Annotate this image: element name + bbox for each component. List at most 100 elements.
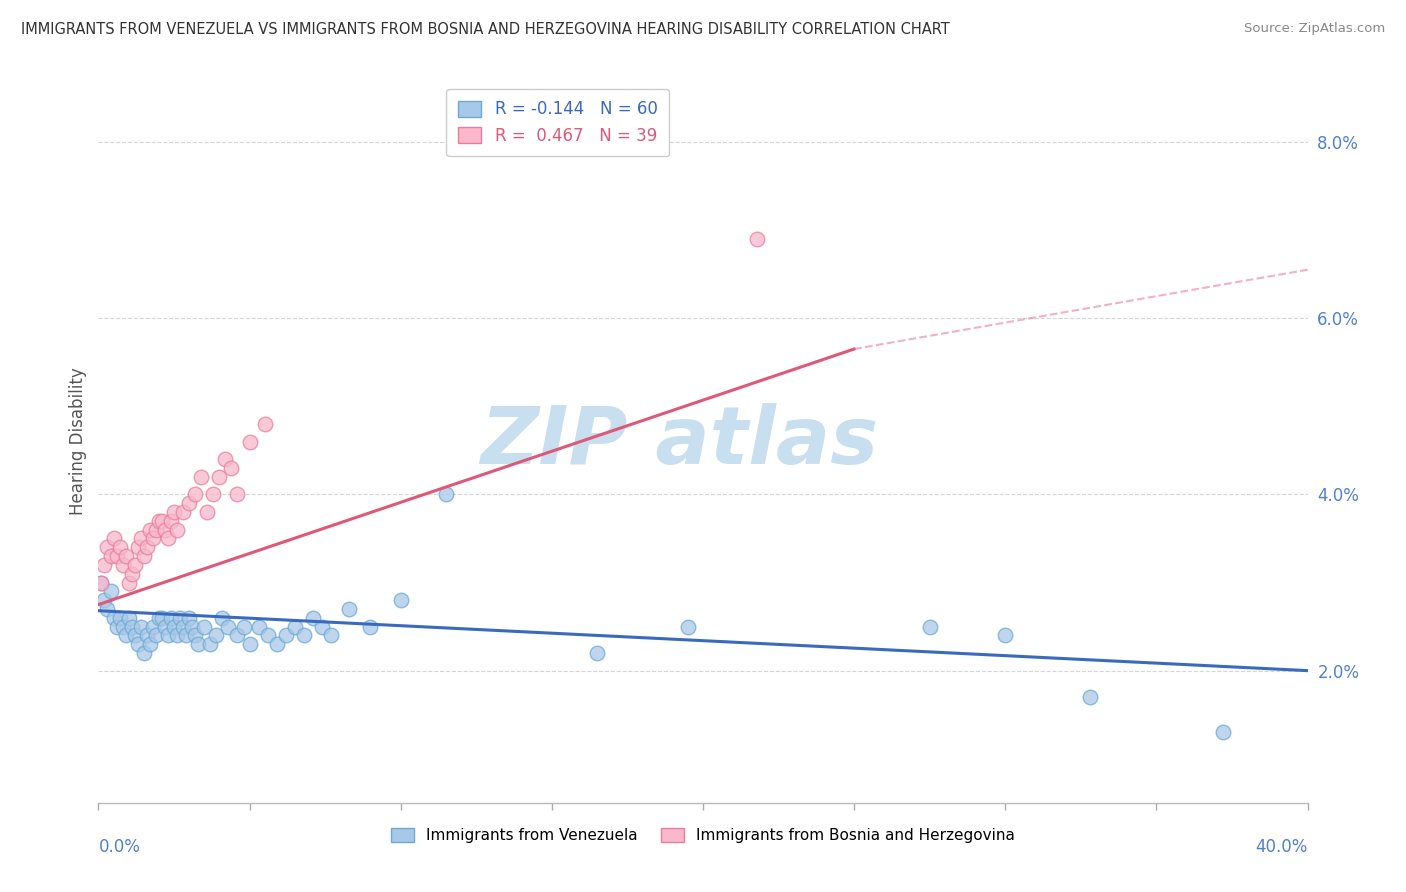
Point [221,461,243,475]
Point [90,575,112,590]
Y-axis label: Hearing Disability: Hearing Disability [69,368,87,516]
Point [172,619,194,633]
Point [292,628,315,642]
Point [184,487,207,501]
Point [160,611,183,625]
Point [142,619,165,633]
Point [93,558,115,572]
Point [676,619,699,633]
Point [266,637,288,651]
Point [200,637,222,651]
Point [135,541,157,555]
Legend: Immigrants from Venezuela, Immigrants from Bosnia and Herzegovina: Immigrants from Venezuela, Immigrants fr… [385,822,1021,849]
Point [129,532,152,546]
Text: ZIP atlas: ZIP atlas [479,402,877,481]
Point [181,619,204,633]
Point [389,593,412,607]
Point [132,646,155,660]
Point [90,575,112,590]
Point [747,232,769,246]
Point [226,487,249,501]
Point [239,434,262,449]
Point [208,470,231,484]
Point [124,628,146,642]
Point [135,628,157,642]
Point [205,628,228,642]
Point [360,619,382,633]
Point [127,637,149,651]
Point [187,637,209,651]
Point [153,523,176,537]
Text: IMMIGRANTS FROM VENEZUELA VS IMMIGRANTS FROM BOSNIA AND HERZEGOVINA HEARING DISA: IMMIGRANTS FROM VENEZUELA VS IMMIGRANTS … [21,22,950,37]
Point [145,523,167,537]
Point [232,619,254,633]
Point [118,575,141,590]
Point [166,628,188,642]
Point [337,602,360,616]
Point [195,505,218,519]
Point [100,584,122,599]
Point [284,619,307,633]
Point [103,532,125,546]
Point [121,619,143,633]
Point [93,593,115,607]
Point [256,628,278,642]
Point [226,628,249,642]
Point [179,496,201,510]
Point [311,619,333,633]
Point [193,619,215,633]
Point [172,505,194,519]
Point [127,541,149,555]
Point [129,619,152,633]
Point [166,523,188,537]
Point [150,514,173,528]
Point [114,549,136,563]
Point [108,611,131,625]
Point [153,619,176,633]
Text: 40.0%: 40.0% [1256,838,1308,856]
Point [111,558,134,572]
Point [118,611,141,625]
Point [139,523,162,537]
Point [148,611,170,625]
Point [202,487,225,501]
Point [239,637,262,651]
Point [434,487,457,501]
Point [174,628,197,642]
Point [145,628,167,642]
Point [142,532,165,546]
Point [217,619,239,633]
Point [105,619,128,633]
Point [124,558,146,572]
Point [100,549,122,563]
Point [163,619,186,633]
Point [184,628,207,642]
Text: Source: ZipAtlas.com: Source: ZipAtlas.com [1244,22,1385,36]
Point [190,470,212,484]
Point [160,514,183,528]
Point [96,602,118,616]
Point [103,611,125,625]
Point [994,628,1017,642]
Point [253,417,276,431]
Point [121,566,143,581]
Point [108,541,131,555]
Point [114,628,136,642]
Point [179,611,201,625]
Point [211,611,233,625]
Point [321,628,343,642]
Point [156,628,179,642]
Point [132,549,155,563]
Point [214,452,236,467]
Point [274,628,297,642]
Point [247,619,270,633]
Point [918,619,941,633]
Point [148,514,170,528]
Point [169,611,191,625]
Point [302,611,325,625]
Point [586,646,609,660]
Point [163,505,186,519]
Point [105,549,128,563]
Point [156,532,179,546]
Point [1078,690,1101,704]
